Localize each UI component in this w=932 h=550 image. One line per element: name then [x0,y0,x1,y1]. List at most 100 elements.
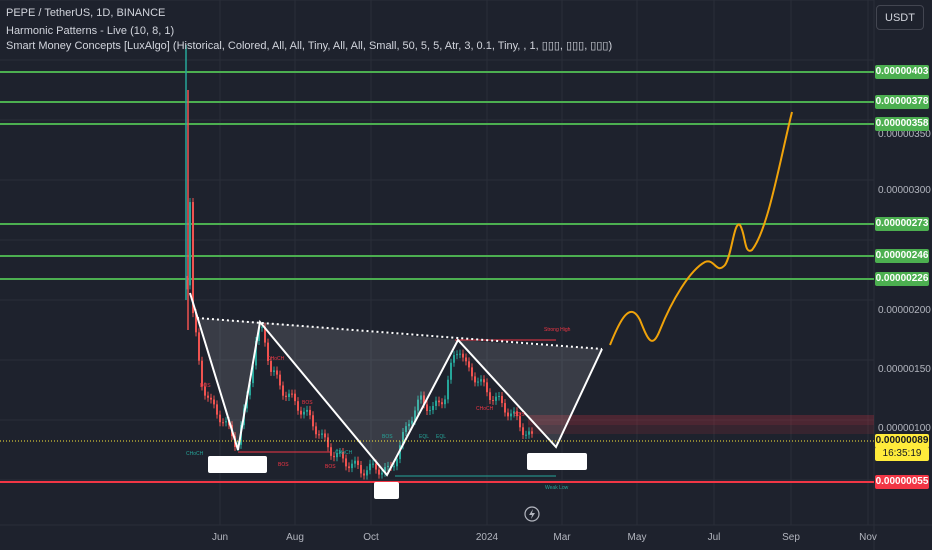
candle-body [216,404,218,415]
candle-body [495,396,497,401]
candle-body [381,472,383,475]
candle-body [210,397,212,400]
candle-body [348,466,350,469]
candle-body [288,393,290,398]
candle-body [465,357,467,362]
smc-label: BOS [514,412,525,418]
x-tick-label: Jun [211,532,229,543]
candle-body [393,466,395,468]
x-tick-label: Sep [782,532,800,543]
candle-body [327,437,329,448]
candle-body [306,409,308,412]
candle-body [429,410,431,412]
level-tag: 0.00000273 [875,217,929,231]
x-tick-label: Jul [707,532,721,543]
candle-body [219,414,221,423]
candle-body [516,411,518,417]
candle-body [513,411,515,414]
candle-body [264,326,266,343]
candle-body [501,396,503,404]
level-tag: 0.00000055 [875,475,929,489]
candle-body [477,381,479,383]
candle-body [387,465,389,468]
candle-body [309,409,311,416]
y-tick-label: 0.00000150 [878,364,931,375]
candle-body [195,313,197,333]
candle-body [432,405,434,411]
candle-body [492,400,494,402]
candle-body [303,411,305,415]
candle-body [267,342,269,361]
candle-body [279,374,281,386]
candle-body [249,383,251,396]
y-tick-label: 0.00000350 [878,129,931,140]
candle-body [423,395,425,405]
indicator-smc[interactable]: Smart Money Concepts [LuxAlgo] (Historic… [6,40,613,52]
candle-body [435,400,437,406]
candle-body [369,463,371,471]
candle-body [201,360,203,387]
candle-body [204,386,206,396]
candle-body [252,365,254,384]
pattern-fill [458,340,602,447]
horizontal-levels [0,71,874,483]
candle-body [483,379,485,383]
level-tag: 0.00000378 [875,95,929,109]
candle-body [402,432,404,446]
candle-body [417,399,419,411]
replay-icon[interactable] [524,506,540,522]
x-tick-label: Mar [553,532,571,543]
smc-label: CHoCH [267,356,285,362]
smc-label: Weak Low [545,485,569,491]
candle-body [330,447,332,456]
x-tick-label: May [627,532,647,543]
candle-body [366,470,368,476]
candle-body [300,410,302,415]
candle-body [426,404,428,411]
candle-body [456,354,458,356]
pattern-line [189,292,603,477]
candle-body [510,413,512,417]
candle-body [459,353,461,355]
candle-body [285,395,287,398]
candle-body [528,431,530,435]
candle-body [261,326,263,328]
candle-body [222,422,224,424]
symbol-title[interactable]: PEPE / TetherUS, 1D, BINANCE [6,7,166,19]
smc-label: EQL [419,434,429,440]
candle-body [324,433,326,438]
candle-body [507,412,509,417]
candle-body [207,395,209,398]
candle-body [438,400,440,403]
candle-body [312,415,314,427]
smc-label: BOS [302,400,313,406]
candle-body [384,467,386,473]
candle-body [531,431,533,434]
smc-label: BOS [278,462,289,468]
x-tick-label: 2024 [475,532,499,543]
level-tag: 0.00000403 [875,65,929,79]
candle-body [453,355,455,363]
indicator-harmonic[interactable]: Harmonic Patterns - Live (10, 8, 1) [6,25,175,37]
candle-body [189,202,191,286]
candle-body [321,433,323,435]
candle-body [522,427,524,435]
candle-body [336,452,338,458]
smc-label: CHoCH [335,450,353,456]
candle-body [276,370,278,375]
candle-body [282,385,284,396]
candle-body [258,327,260,342]
candle-body [420,395,422,400]
y-tick-label: 0.00000100 [878,423,931,434]
candle-body [498,396,500,398]
candle-body [345,458,347,467]
level-tag: 0.00000358 [875,117,929,131]
level-tag: 0.00000246 [875,249,929,263]
candle-body [474,376,476,383]
pattern-fill [197,318,260,450]
label-box [374,482,399,499]
currency-button[interactable]: USDT [876,5,924,30]
candle-body [225,421,227,423]
candle-body [294,393,296,402]
